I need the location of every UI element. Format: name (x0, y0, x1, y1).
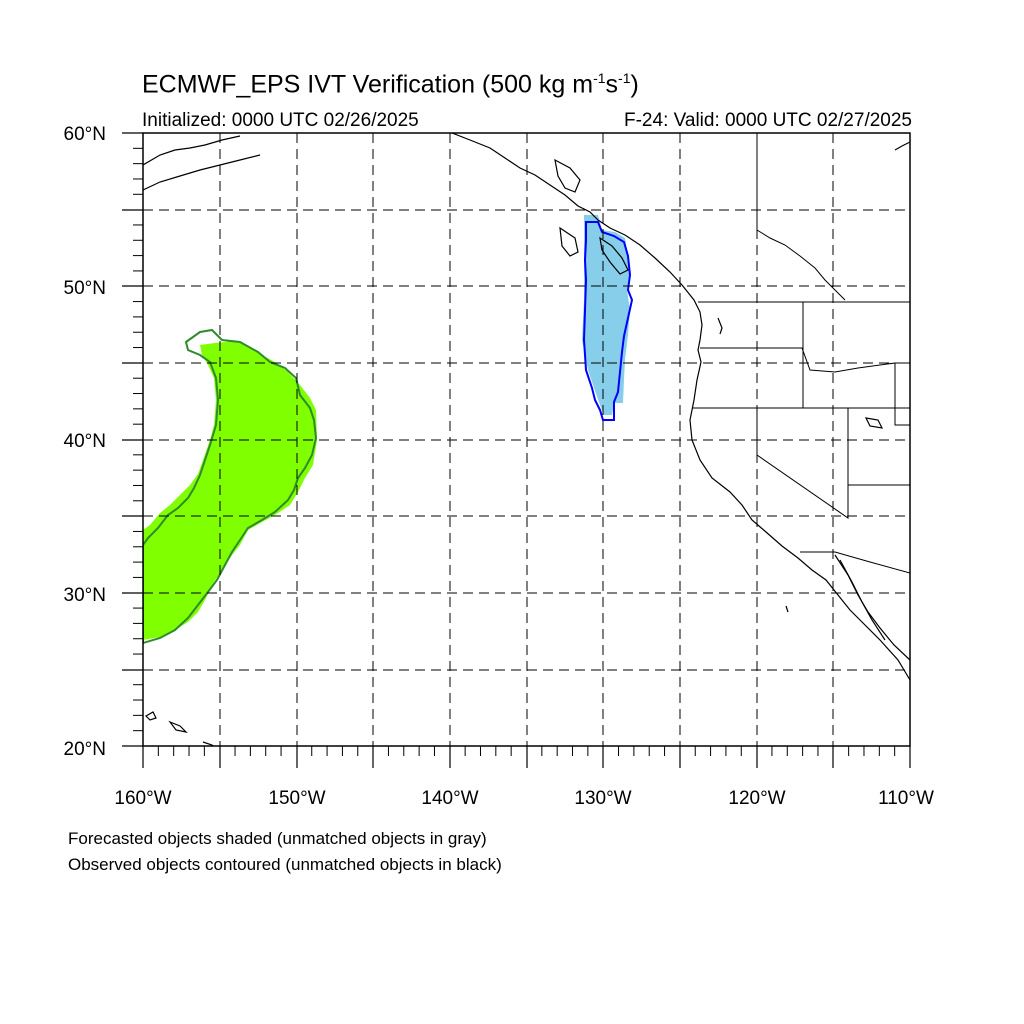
political-boundaries (692, 133, 910, 574)
minor-ticks (133, 147, 896, 756)
lat-lon-grid (143, 133, 910, 746)
initialized-label: Initialized: 0000 UTC 02/26/2025 (142, 110, 419, 131)
lat-label-20: 20°N (64, 739, 106, 760)
legend-notes: Forecasted objects shaded (unmatched obj… (68, 826, 502, 878)
lat-label-40: 40°N (64, 431, 106, 452)
lon-label-110w: 110°W (878, 788, 934, 809)
lon-label-130w: 130°W (574, 788, 631, 809)
lon-label-160w: 160°W (114, 788, 171, 809)
forecast-object-blue (582, 215, 630, 415)
longitude-labels: 160°W 150°W 140°W 130°W 120°W 110°W (114, 788, 934, 809)
axis-ticks (122, 132, 911, 768)
note-forecast: Forecasted objects shaded (unmatched obj… (68, 829, 487, 848)
observed-object-blue-contour (582, 221, 634, 421)
forecast-object-green (143, 341, 317, 640)
valid-time-label: F-24: Valid: 0000 UTC 02/27/2025 (624, 110, 912, 131)
lon-label-140w: 140°W (421, 788, 478, 809)
map-title: ECMWF_EPS IVT Verification (500 kg m-1s-… (142, 70, 639, 99)
note-observed: Observed objects contoured (unmatched ob… (68, 855, 502, 874)
latitude-labels: 60°N 50°N 40°N 30°N 20°N (64, 124, 106, 760)
observed-object-green-contour (143, 328, 318, 645)
lon-label-120w: 120°W (728, 788, 785, 809)
lon-label-150w: 150°W (268, 788, 325, 809)
lat-label-30: 30°N (64, 585, 106, 606)
lat-label-60: 60°N (64, 124, 106, 145)
lat-label-50: 50°N (64, 278, 106, 299)
coastlines (143, 133, 910, 746)
